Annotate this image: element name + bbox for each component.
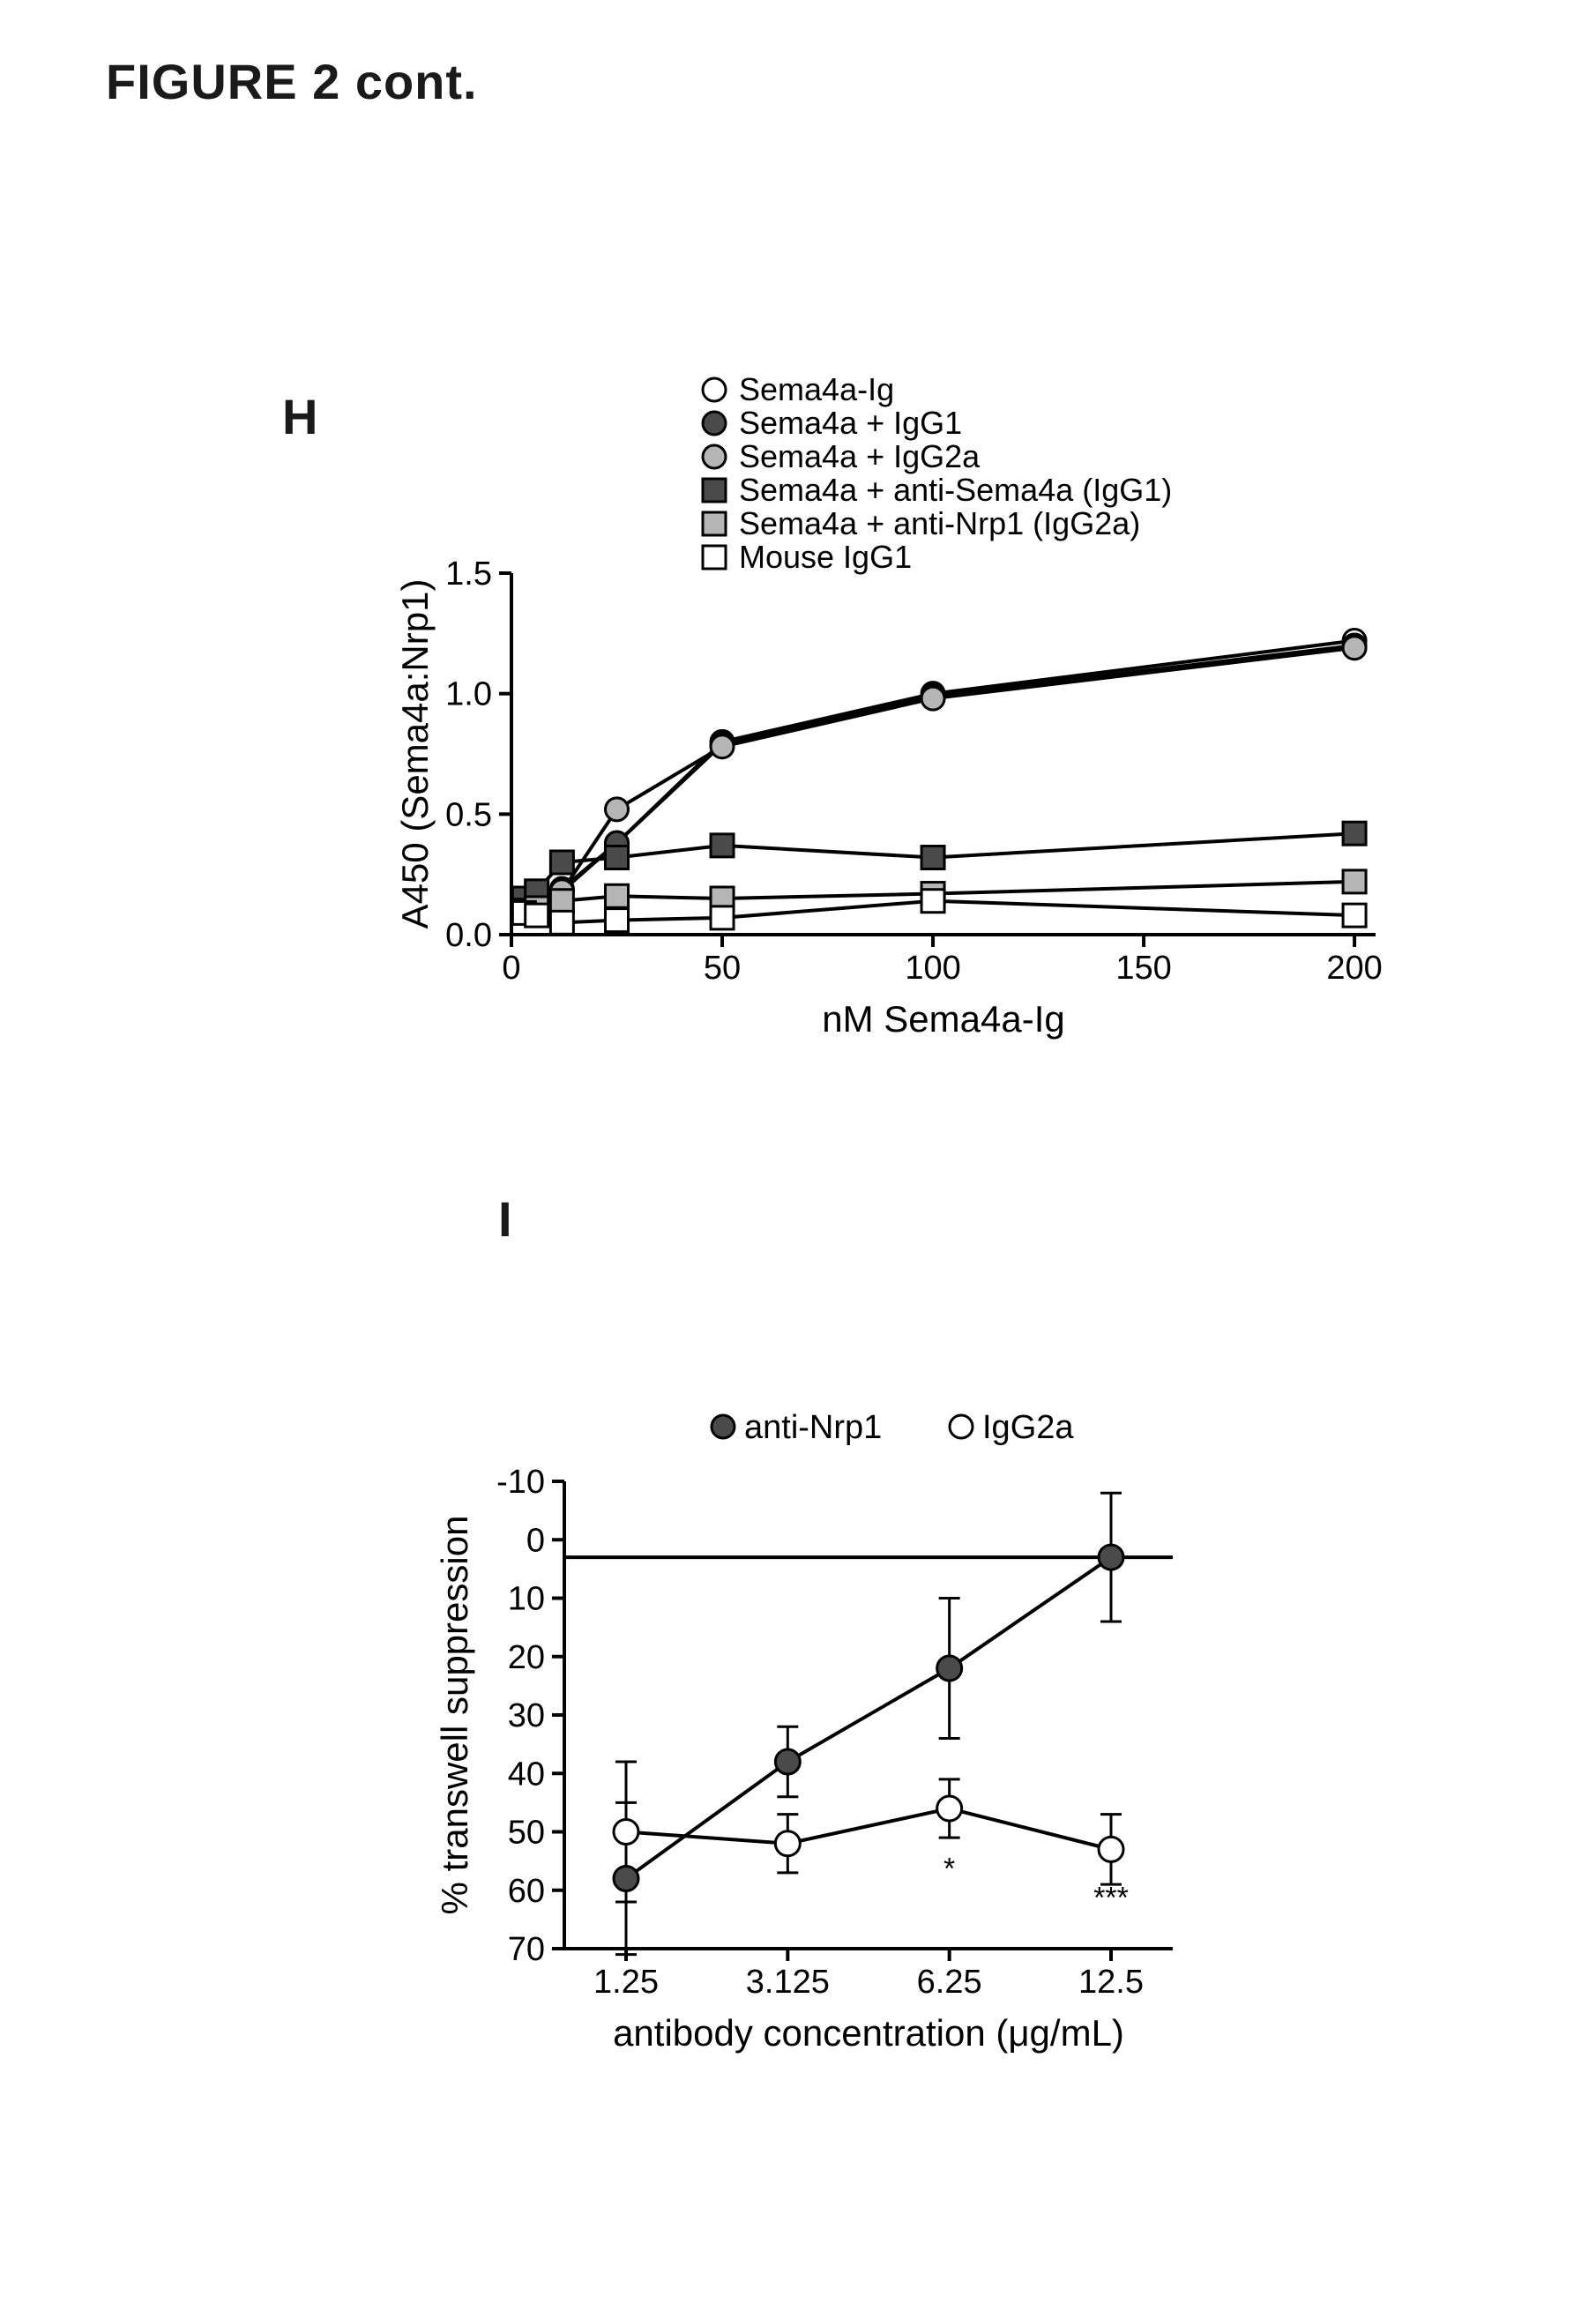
svg-text:100: 100	[905, 950, 960, 987]
svg-text:anti-Nrp1: anti-Nrp1	[744, 1409, 882, 1446]
figure-title: FIGURE 2 cont.	[106, 53, 478, 110]
svg-text:70: 70	[508, 1931, 545, 1968]
svg-text:*: *	[943, 1853, 955, 1886]
panel-i-letter: I	[498, 1190, 512, 1248]
svg-text:12.5: 12.5	[1078, 1964, 1144, 2001]
svg-text:Sema4a + IgG1: Sema4a + IgG1	[739, 405, 962, 441]
svg-text:3.125: 3.125	[746, 1964, 830, 2001]
svg-text:50: 50	[508, 1815, 545, 1852]
svg-text:150: 150	[1115, 950, 1171, 987]
svg-text:Sema4a-Ig: Sema4a-Ig	[739, 371, 894, 407]
svg-text:40: 40	[508, 1756, 545, 1793]
svg-text:1.25: 1.25	[593, 1964, 659, 2001]
panel-h-letter: H	[282, 388, 317, 445]
svg-text:30: 30	[508, 1697, 545, 1734]
svg-text:Sema4a + anti-Sema4a (IgG1): Sema4a + anti-Sema4a (IgG1)	[739, 472, 1172, 508]
svg-text:10: 10	[508, 1581, 545, 1618]
svg-text:% transwell suppression: % transwell suppression	[434, 1516, 475, 1915]
svg-text:nM Sema4a-Ig: nM Sema4a-Ig	[822, 998, 1064, 1040]
svg-text:0: 0	[526, 1522, 545, 1559]
svg-text:0.0: 0.0	[445, 917, 492, 954]
panel-h-chart: 0.0 0.5 1.0 1.5 0 50 100 150 200 nM Sema4a-Ig A450…	[397, 370, 1384, 1040]
svg-text:50: 50	[704, 950, 741, 987]
panel-i-svg: -10 0 10 20 30 40 50 60 70 1.25 3.125 6.25 12.5 antib…	[414, 1376, 1226, 2090]
panel-i-chart: -10 0 10 20 30 40 50 60 70 1.25 3.125 6.25 12.5 antib…	[414, 1376, 1226, 2090]
svg-text:0.5: 0.5	[445, 796, 492, 833]
svg-text:***: ***	[1093, 1882, 1129, 1915]
panel-h-svg: 0.0 0.5 1.0 1.5 0 50 100 150 200 nM Sema4a-Ig A450…	[397, 370, 1384, 1040]
svg-text:IgG2a: IgG2a	[982, 1409, 1074, 1446]
svg-text:-10: -10	[496, 1464, 545, 1501]
svg-text:200: 200	[1326, 950, 1382, 987]
svg-text:antibody concentration (μg/mL: antibody concentration (μg/mL)	[613, 2012, 1124, 2054]
svg-text:60: 60	[508, 1873, 545, 1910]
svg-text:20: 20	[508, 1639, 545, 1676]
svg-text:Sema4a + anti-Nrp1 (IgG2a): Sema4a + anti-Nrp1 (IgG2a)	[739, 505, 1140, 541]
svg-text:1.0: 1.0	[445, 676, 492, 713]
page: FIGURE 2 cont. H 0.00.51.01.505010015020…	[0, 0, 1596, 2319]
svg-text:1.5: 1.5	[445, 556, 492, 593]
svg-text:A450 (Sema4a:Nrp1): A450 (Sema4a:Nrp1)	[397, 579, 436, 929]
svg-text:0: 0	[502, 950, 520, 987]
svg-text:6.25: 6.25	[917, 1964, 982, 2001]
svg-text:Sema4a + IgG2a: Sema4a + IgG2a	[739, 438, 981, 474]
svg-text:Mouse IgG1: Mouse IgG1	[739, 539, 912, 575]
